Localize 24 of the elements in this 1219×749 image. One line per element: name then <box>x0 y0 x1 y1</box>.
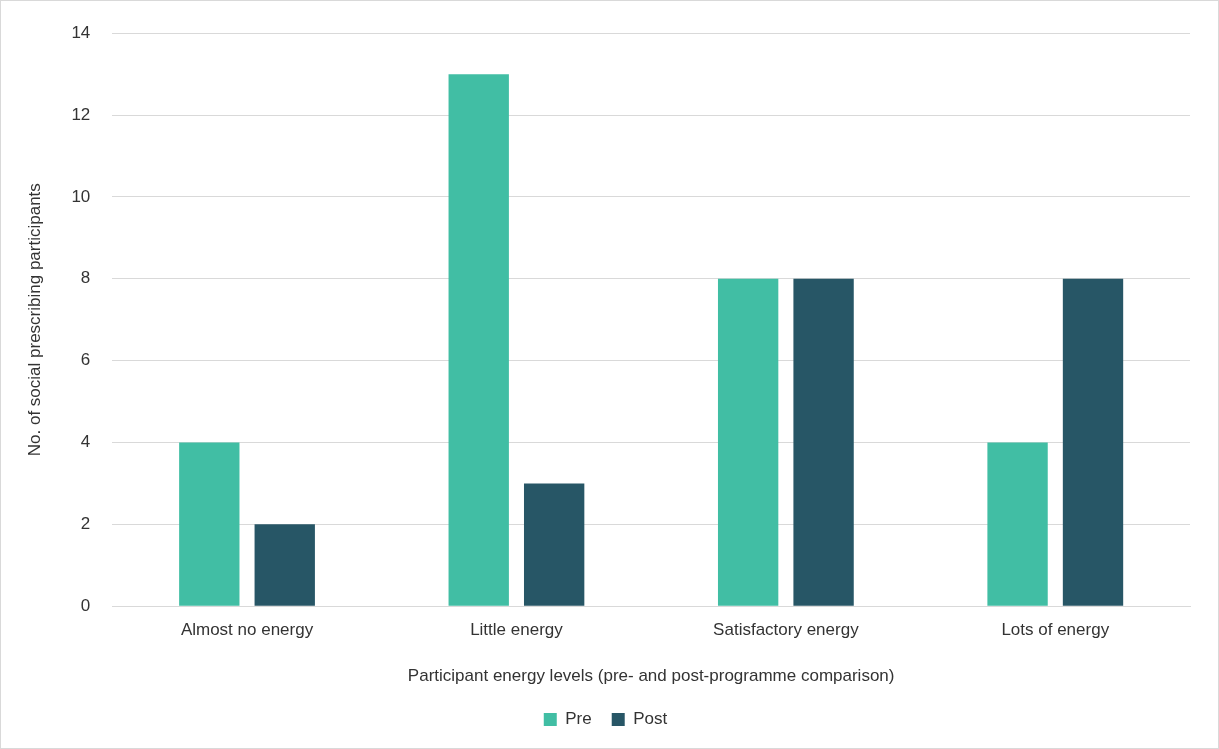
x-tick-label: Lots of energy <box>1001 620 1110 640</box>
y-tick-label: 8 <box>80 268 91 288</box>
bar <box>448 74 509 606</box>
y-axis-title: No. of social prescribing participants <box>24 183 44 457</box>
bar <box>523 483 585 606</box>
bar <box>179 442 240 606</box>
y-tick-label: 4 <box>80 432 91 452</box>
bar <box>254 524 315 606</box>
bar <box>793 278 854 606</box>
bar <box>1062 278 1124 606</box>
legend-label: Pre <box>565 709 592 729</box>
y-tick-label: 14 <box>71 22 91 42</box>
y-tick-label: 12 <box>71 104 91 124</box>
y-tick-label: 2 <box>80 514 91 534</box>
y-tick-label: 6 <box>80 350 91 370</box>
x-tick-label: Almost no energy <box>180 620 314 640</box>
y-tick-label: 10 <box>71 186 91 206</box>
x-tick-label: Little energy <box>470 620 564 640</box>
x-tick-label: Satisfactory energy <box>713 620 860 640</box>
bar <box>987 442 1048 606</box>
bar <box>717 278 779 606</box>
y-tick-label: 0 <box>80 595 91 615</box>
x-axis-title: Participant energy levels (pre- and post-programme comparison) <box>407 666 895 686</box>
legend-label: Post <box>633 709 668 729</box>
